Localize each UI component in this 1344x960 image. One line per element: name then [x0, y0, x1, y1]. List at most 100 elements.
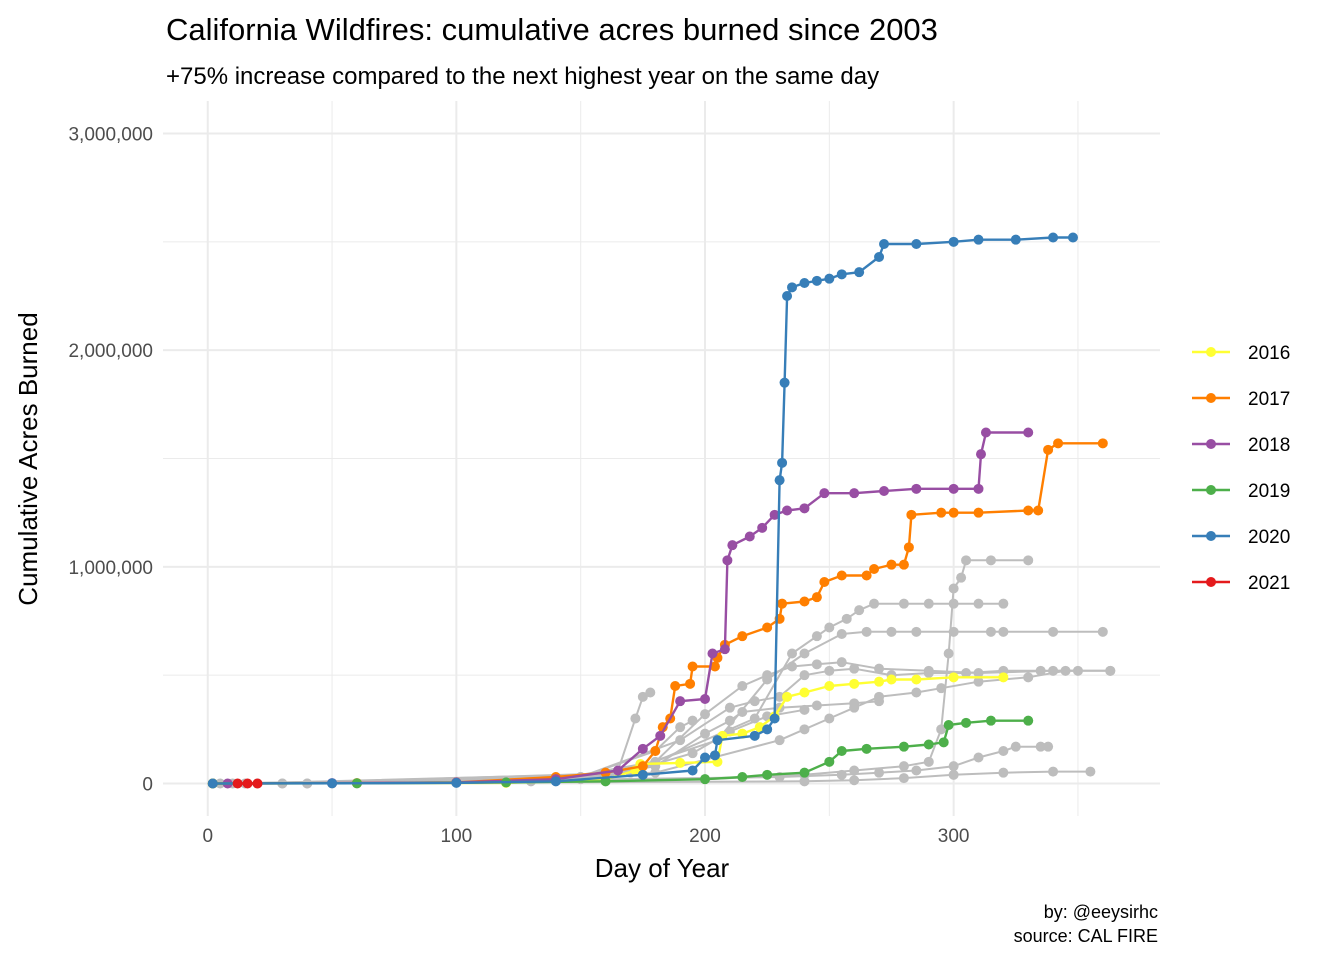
data-point	[811, 275, 822, 286]
data-point	[769, 509, 780, 520]
caption-author: by: @eeysirhc	[1044, 902, 1158, 922]
chart-subtitle: +75% increase compared to the next highe…	[166, 63, 879, 90]
data-point	[1097, 626, 1108, 637]
data-point	[762, 724, 773, 735]
data-point	[675, 696, 686, 707]
data-point	[1097, 438, 1108, 449]
data-point	[637, 769, 648, 780]
data-point	[749, 730, 760, 741]
data-point	[782, 505, 793, 516]
legend-item-2016: 2016	[1192, 343, 1290, 364]
legend-item-2020: 2020	[1192, 527, 1290, 548]
data-point	[650, 746, 661, 756]
chart-title: California Wildfires: cumulative acres b…	[166, 12, 938, 47]
data-point	[973, 234, 984, 245]
data-point	[861, 743, 872, 754]
data-point	[737, 707, 748, 717]
y-tick-label: 2,000,000	[68, 341, 153, 362]
data-point	[911, 239, 922, 249]
data-point	[782, 691, 793, 702]
data-point	[854, 267, 865, 278]
data-point	[923, 756, 934, 767]
data-point	[774, 691, 785, 702]
data-point	[1023, 427, 1034, 438]
data-point	[757, 522, 768, 533]
data-point	[612, 765, 623, 776]
data-point	[811, 659, 822, 670]
data-point	[737, 772, 748, 782]
data-point	[985, 626, 996, 637]
data-point	[911, 483, 922, 494]
data-point	[724, 702, 735, 713]
data-point	[700, 774, 711, 785]
legend-key-point	[1206, 531, 1216, 541]
data-point	[911, 626, 922, 637]
data-point	[961, 717, 972, 728]
data-point	[973, 676, 984, 687]
data-point	[886, 674, 897, 685]
data-point	[938, 737, 949, 748]
data-point	[819, 488, 830, 499]
data-point	[799, 767, 810, 778]
data-point	[799, 503, 810, 514]
data-point	[973, 483, 984, 494]
data-point	[1023, 672, 1034, 683]
grid-lines	[163, 101, 1160, 816]
data-point	[762, 674, 773, 685]
data-point	[327, 778, 338, 789]
data-point	[898, 741, 909, 752]
x-tick-label: 200	[689, 826, 721, 847]
y-axis-title: Cumulative Acres Burned	[13, 312, 43, 605]
data-point	[252, 778, 263, 789]
data-point	[948, 672, 959, 683]
legend-key-point	[1206, 485, 1216, 495]
data-point	[874, 676, 885, 687]
data-point	[869, 564, 880, 574]
data-point	[819, 577, 830, 587]
data-point	[744, 531, 755, 542]
x-tick-label: 100	[441, 826, 473, 847]
legend-label: 2017	[1248, 389, 1290, 410]
data-point	[836, 629, 847, 639]
data-point	[675, 757, 686, 768]
data-point	[687, 661, 698, 672]
series-line	[212, 236, 1073, 785]
data-point	[824, 756, 835, 767]
data-point	[824, 681, 835, 691]
series-line	[212, 691, 651, 785]
data-point	[948, 761, 959, 772]
legend-item-2021: 2021	[1192, 573, 1290, 594]
data-point	[874, 767, 885, 778]
y-axis-ticks: 0 1,000,000 2,000,000 3,000,000	[68, 125, 153, 796]
data-point	[1043, 444, 1054, 455]
data-point	[879, 239, 890, 249]
data-point	[799, 670, 810, 681]
data-point	[687, 715, 698, 726]
data-point	[799, 278, 810, 288]
data-point	[948, 769, 959, 780]
background-series	[277, 598, 1009, 789]
data-point	[1035, 665, 1046, 676]
data-point	[1023, 715, 1034, 726]
data-point	[869, 598, 880, 609]
data-point	[849, 678, 860, 689]
data-point	[898, 559, 909, 570]
data-point	[700, 709, 711, 720]
data-point	[645, 687, 656, 698]
data-point	[973, 598, 984, 609]
data-point	[948, 583, 959, 594]
x-tick-label: 0	[202, 826, 213, 847]
data-point	[998, 767, 1009, 778]
data-point	[1067, 232, 1078, 243]
data-point	[824, 622, 835, 633]
data-point	[874, 691, 885, 702]
data-point	[948, 236, 959, 247]
legend-item-2019: 2019	[1192, 481, 1290, 502]
data-point	[774, 475, 785, 486]
legend: 2016 2017 2018 2019 2020 2021	[1192, 343, 1290, 594]
data-point	[824, 665, 835, 676]
data-point	[737, 681, 748, 691]
data-point	[232, 778, 243, 789]
data-point	[998, 672, 1009, 683]
